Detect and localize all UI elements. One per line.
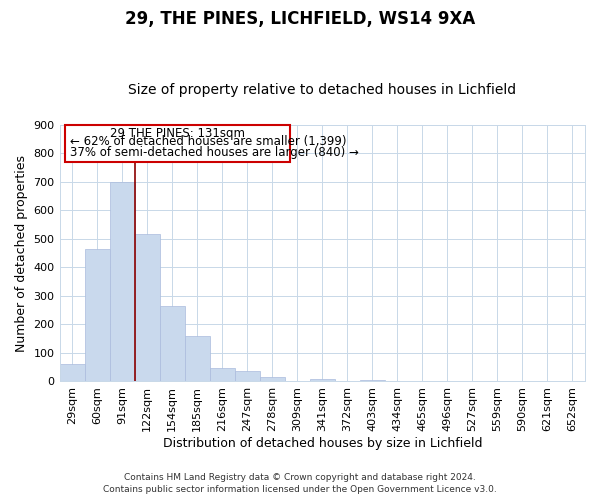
- Text: ← 62% of detached houses are smaller (1,399): ← 62% of detached houses are smaller (1,…: [70, 136, 346, 148]
- Text: Contains public sector information licensed under the Open Government Licence v3: Contains public sector information licen…: [103, 485, 497, 494]
- Bar: [110, 182, 134, 382]
- Bar: [260, 378, 285, 382]
- Text: 29 THE PINES: 131sqm: 29 THE PINES: 131sqm: [110, 127, 245, 140]
- Bar: [310, 378, 335, 382]
- Text: 29, THE PINES, LICHFIELD, WS14 9XA: 29, THE PINES, LICHFIELD, WS14 9XA: [125, 10, 475, 28]
- Text: Contains HM Land Registry data © Crown copyright and database right 2024.: Contains HM Land Registry data © Crown c…: [124, 474, 476, 482]
- Bar: [134, 234, 160, 382]
- Bar: [235, 372, 260, 382]
- Bar: [209, 368, 235, 382]
- Y-axis label: Number of detached properties: Number of detached properties: [15, 154, 28, 352]
- Bar: [59, 364, 85, 382]
- Bar: [85, 248, 110, 382]
- X-axis label: Distribution of detached houses by size in Lichfield: Distribution of detached houses by size …: [163, 437, 482, 450]
- Title: Size of property relative to detached houses in Lichfield: Size of property relative to detached ho…: [128, 83, 517, 97]
- Bar: [360, 380, 385, 382]
- Bar: [185, 336, 209, 382]
- Bar: [160, 306, 185, 382]
- Text: 37% of semi-detached houses are larger (840) →: 37% of semi-detached houses are larger (…: [70, 146, 359, 159]
- FancyBboxPatch shape: [65, 124, 290, 162]
